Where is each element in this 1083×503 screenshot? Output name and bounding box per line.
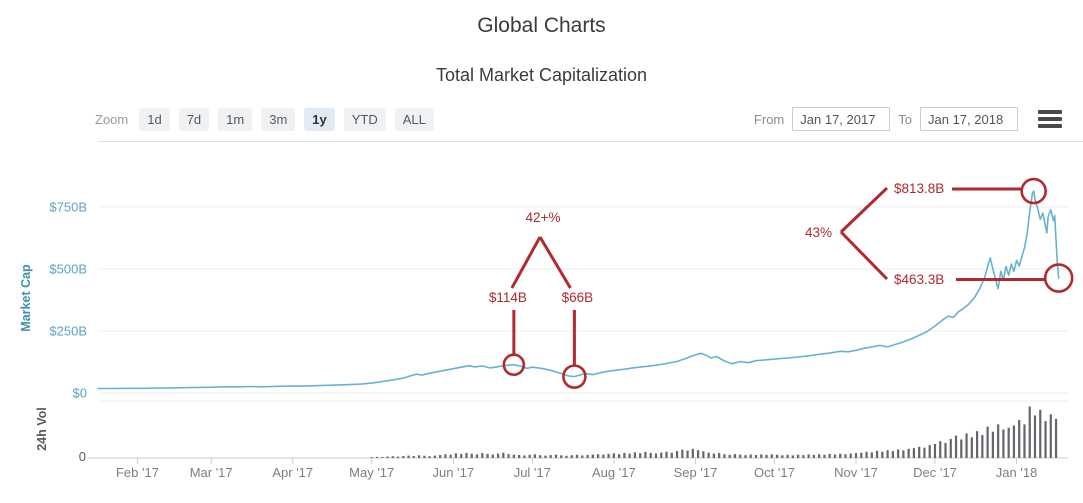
annotation-label-43pct: 43% [805, 225, 832, 240]
chart-title: Total Market Capitalization [435, 65, 648, 85]
y-tick-label: $750B [49, 199, 87, 214]
hamburger-menu-icon[interactable] [1038, 110, 1062, 128]
annotation-circle [502, 353, 526, 377]
x-tick-label: May '17 [349, 465, 394, 480]
annotation-circle [1020, 177, 1047, 205]
zoom-label: Zoom [95, 111, 129, 127]
annotations: $114B $66B 42+% 43% $813.8B $463.3B [489, 177, 1074, 389]
zoom-option-3m[interactable]: 3m [261, 107, 296, 131]
y-axis: $0 $250B $500B $750B [49, 199, 1068, 401]
annotation-label-42pct: 42+% [526, 210, 561, 225]
volume-zero-label: 0 [79, 449, 86, 464]
zoom-option-1m[interactable]: 1m [218, 107, 253, 131]
x-tick-label: Nov '17 [834, 465, 878, 480]
from-date-input[interactable] [792, 107, 891, 131]
x-tick-label: Apr '17 [272, 465, 313, 480]
x-tick-label: Jun '17 [433, 465, 475, 480]
to-date-input[interactable] [920, 107, 1018, 131]
x-tick-label: Aug '17 [592, 465, 636, 480]
x-tick-label: Mar '17 [190, 465, 233, 480]
zoom-option-1y[interactable]: 1y [304, 107, 335, 131]
annotation-label-463b: $463.3B [894, 272, 944, 287]
y-tick-label: $0 [73, 386, 87, 401]
to-label: To [898, 111, 912, 127]
zoom-option-7d[interactable]: 7d [178, 107, 210, 131]
from-label: From [753, 111, 785, 127]
date-range-group: From To [754, 107, 1062, 131]
y-tick-label: $500B [49, 261, 87, 276]
x-axis: Feb '17 Mar '17 Apr '17 May '17 Jun '17 Jul '… [116, 458, 1037, 480]
x-tick-label: Jul '17 [514, 465, 551, 480]
x-tick-label: Jan '18 [996, 465, 1038, 480]
page-title: Global Charts [477, 14, 606, 37]
x-tick-label: Feb '17 [116, 465, 159, 480]
x-tick-label: Sep '17 [674, 465, 718, 480]
zoom-option-ytd[interactable]: YTD [343, 107, 386, 131]
zoom-preset-group: Zoom 1d 7d 1m 3m 1y YTD ALL [95, 107, 434, 131]
volume-bars [370, 406, 1058, 458]
chart-area: $0 $250B $500B $750B Market Cap 24h Vol 0 Feb '… [0, 138, 1083, 498]
annotation-label-114b: $114B [489, 290, 527, 305]
y-axis-title: Market Cap [19, 264, 33, 332]
x-tick-label: Oct '17 [754, 465, 795, 480]
x-tick-label: Dec '17 [913, 465, 957, 480]
zoom-option-all[interactable]: ALL [394, 107, 434, 131]
market-cap-chart: $0 $250B $500B $750B Market Cap 24h Vol 0 Feb '… [19, 141, 1083, 480]
volume-axis-title: 24h Vol [35, 407, 49, 451]
annotation-label-66b: $66B [562, 290, 594, 305]
y-tick-label: $250B [49, 323, 87, 338]
zoom-option-1d[interactable]: 1d [139, 107, 170, 131]
annotation-label-813b: $813.8B [894, 181, 944, 196]
market-cap-line [97, 190, 1060, 390]
chart-toolbar: Zoom 1d 7d 1m 3m 1y YTD ALL From To [95, 106, 1062, 132]
